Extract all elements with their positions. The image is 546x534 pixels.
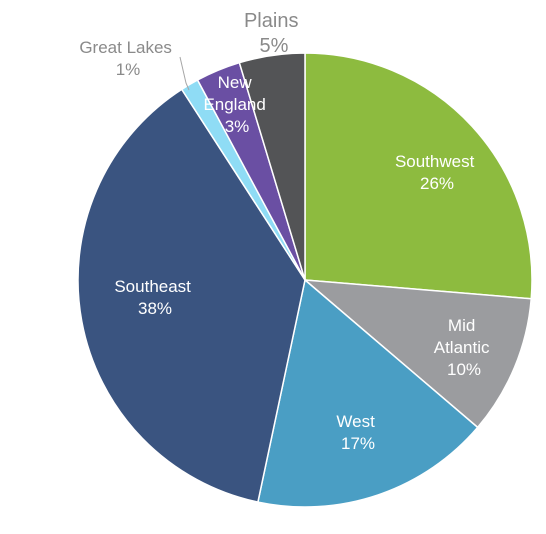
slice-label-southeast: Southeast 38%: [114, 277, 195, 318]
slice-name-mid-atlantic-line1: Mid: [448, 316, 475, 335]
slice-name-southwest: Southwest: [395, 152, 475, 171]
slice-label-mid-atlantic: Mid Atlantic 10%: [434, 316, 494, 379]
slice-pct-mid-atlantic: 10%: [447, 360, 481, 379]
slice-name-new-england-line2: England: [203, 95, 265, 114]
pie-slice-southwest: [304, 52, 533, 300]
leader-line-great-lakes: [179, 56, 190, 91]
pie-slices: [77, 52, 533, 508]
slice-label-plains: Plains 5%: [244, 10, 304, 57]
slice-pct-new-england: 3%: [225, 117, 250, 136]
slice-label-great-lakes: Great Lakes 1%: [79, 38, 176, 79]
slice-name-west: West: [336, 412, 375, 431]
slice-name-southeast: Southeast: [114, 277, 191, 296]
slice-label-southwest: Southwest 26%: [395, 152, 479, 193]
slice-name-mid-atlantic-line2: Atlantic: [434, 338, 490, 357]
pie-slice-mid-atlantic: [302, 279, 533, 429]
slice-name-plains: Plains: [244, 10, 298, 32]
slice-label-new-england: New England 3%: [203, 73, 270, 136]
leader-lines: [179, 56, 190, 91]
slice-label-west: West 17%: [336, 412, 379, 453]
slice-pct-southwest: 26%: [420, 174, 454, 193]
pie-slice-plains: [238, 52, 306, 281]
pie-slice-west: [257, 278, 479, 508]
slice-name-new-england-line1: New: [218, 73, 253, 92]
slice-pct-west: 17%: [341, 434, 375, 453]
slice-name-great-lakes: Great Lakes: [79, 38, 172, 57]
slice-pct-plains: 5%: [260, 35, 289, 57]
slice-pct-southeast: 38%: [138, 299, 172, 318]
slice-pct-great-lakes: 1%: [116, 60, 141, 79]
